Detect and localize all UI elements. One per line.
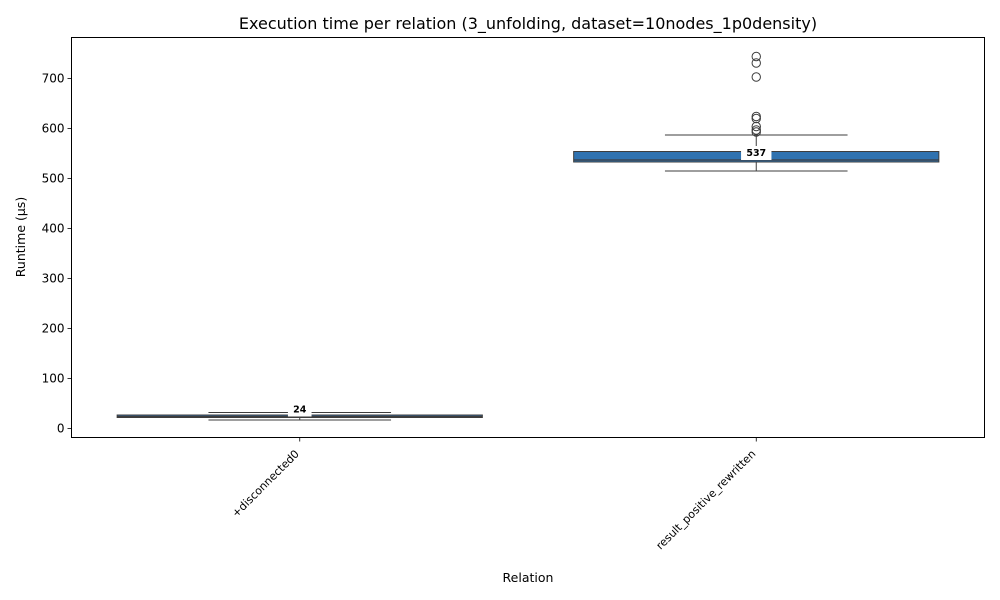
y-axis: 0 100 200 300 400 500 600 700 — [42, 72, 72, 436]
chart-title: Execution time per relation (3_unfolding… — [239, 14, 817, 34]
box-group: 537 — [573, 51, 940, 172]
x-axis-label: Relation — [503, 570, 554, 585]
outlier-point — [751, 72, 761, 82]
y-tick-label: 100 — [42, 372, 65, 386]
median-label-background — [287, 402, 312, 417]
box-group: 24 — [116, 402, 483, 421]
median-label-background — [741, 146, 772, 160]
y-tick-label: 400 — [42, 222, 65, 236]
plot-frame — [71, 37, 985, 438]
y-tick-label: 0 — [57, 422, 65, 436]
outlier-point — [751, 111, 761, 122]
y-tick-label: 200 — [42, 322, 65, 336]
outlier-point — [751, 58, 761, 68]
y-axis-label: Runtime (µs) — [13, 197, 28, 277]
median-value-label: 537 — [746, 148, 766, 159]
median-value-label: 24 — [293, 405, 307, 416]
y-tick-label: 700 — [42, 72, 65, 86]
y-tick-label: 500 — [42, 172, 65, 186]
plot-area: 24 537 — [116, 51, 940, 421]
x-tick-label: +disconnected0 — [229, 447, 302, 520]
x-tick-label: result_positive_rewritten — [654, 447, 759, 552]
outlier-point — [751, 113, 761, 124]
outlier-point — [751, 125, 761, 135]
outlier-point — [751, 51, 761, 62]
x-axis: +disconnected0 result_positive_rewritten — [229, 437, 759, 552]
y-tick-label: 600 — [42, 122, 65, 136]
y-tick-label: 300 — [42, 272, 65, 286]
